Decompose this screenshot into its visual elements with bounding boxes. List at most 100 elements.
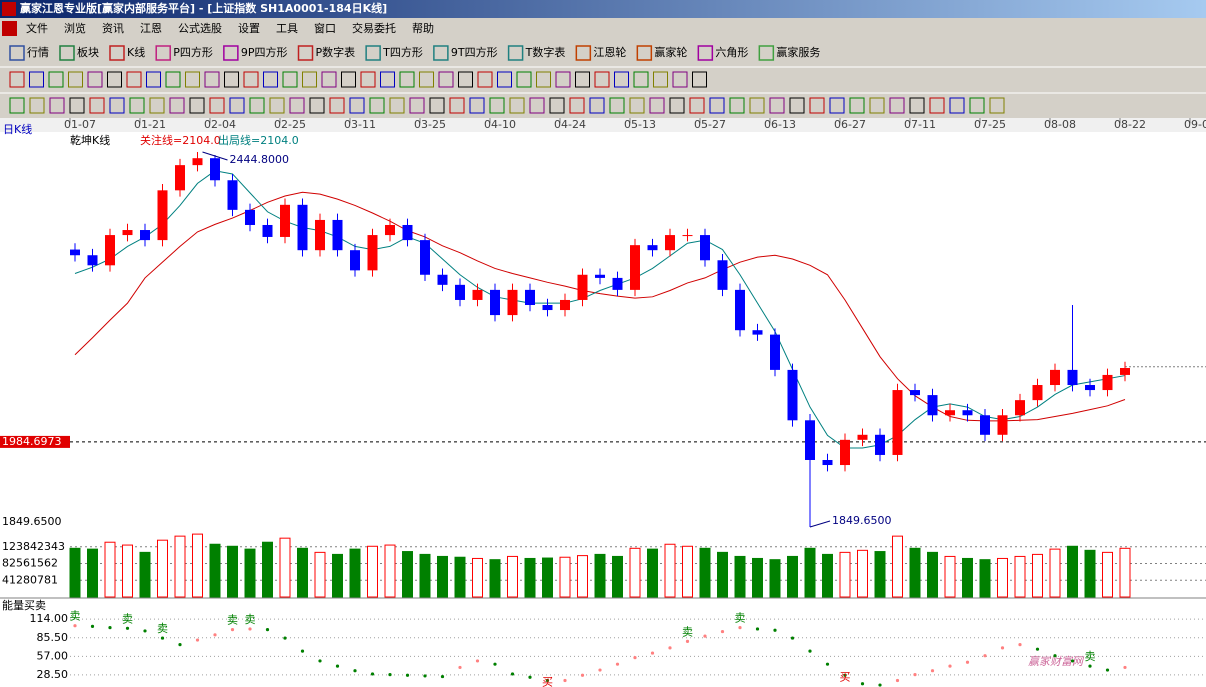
toolbar-icon[interactable] xyxy=(489,97,505,114)
toolbar-icon[interactable] xyxy=(477,71,493,88)
toolbar-icon[interactable] xyxy=(389,97,405,114)
toolbar-icon[interactable] xyxy=(653,71,668,88)
menu-item[interactable]: 交易委托 xyxy=(352,21,396,35)
toolbar-icon[interactable] xyxy=(309,97,325,114)
toolbar-icon[interactable] xyxy=(633,71,649,88)
toolbar-icon[interactable] xyxy=(29,71,44,88)
menu-item[interactable]: 设置 xyxy=(238,22,260,35)
toolbar-button[interactable]: 六角形 xyxy=(715,46,748,59)
toolbar-icon[interactable] xyxy=(949,97,965,114)
toolbar-icon[interactable] xyxy=(204,71,220,88)
toolbar-icon[interactable] xyxy=(629,97,645,114)
toolbar-icon[interactable] xyxy=(107,71,122,88)
toolbar-icon[interactable] xyxy=(129,97,145,114)
toolbar-button[interactable]: 江恩轮 xyxy=(593,45,626,59)
toolbar-icon[interactable] xyxy=(509,97,525,114)
toolbar-icon[interactable] xyxy=(146,71,161,88)
toolbar-icon[interactable] xyxy=(969,97,985,114)
toolbar-icon[interactable] xyxy=(529,97,545,114)
toolbar-icon[interactable] xyxy=(229,97,245,114)
toolbar-icon[interactable] xyxy=(243,71,259,88)
toolbar-icon[interactable] xyxy=(169,97,185,114)
toolbar-button[interactable]: 赢家轮 xyxy=(654,45,687,59)
toolbar-icon[interactable] xyxy=(672,71,688,88)
toolbar-icon[interactable] xyxy=(349,97,365,114)
toolbar-icon[interactable] xyxy=(589,97,605,114)
toolbar-icon[interactable] xyxy=(9,71,25,88)
toolbar-icon[interactable] xyxy=(497,71,512,88)
toolbar-icon[interactable] xyxy=(769,97,785,114)
toolbar-button[interactable]: T四方形 xyxy=(382,45,423,59)
menu-item[interactable]: 江恩 xyxy=(140,22,162,35)
menu-item[interactable]: 资讯 xyxy=(102,22,124,35)
toolbar-button[interactable]: 板块 xyxy=(77,45,99,59)
menu-item[interactable]: 浏览 xyxy=(64,21,86,35)
toolbar-icon[interactable] xyxy=(438,71,454,88)
toolbar-icon[interactable] xyxy=(341,71,356,88)
toolbar-icon[interactable] xyxy=(575,71,590,88)
toolbar-icon[interactable] xyxy=(789,97,805,114)
toolbar-icon[interactable] xyxy=(409,97,425,114)
toolbar-icon[interactable] xyxy=(649,97,665,114)
toolbar-icon[interactable] xyxy=(569,97,585,114)
toolbar-button[interactable]: P四方形 xyxy=(173,45,213,59)
toolbar-icon[interactable] xyxy=(469,97,485,114)
toolbar-icon[interactable] xyxy=(68,71,83,88)
toolbar-icon[interactable] xyxy=(849,97,865,114)
toolbar-icon[interactable] xyxy=(909,97,925,114)
toolbar-icon[interactable] xyxy=(549,97,565,114)
toolbar-icon[interactable] xyxy=(360,71,376,88)
toolbar-icon[interactable] xyxy=(555,71,571,88)
toolbar-icon[interactable] xyxy=(889,97,905,114)
toolbar-icon[interactable] xyxy=(189,97,205,114)
toolbar-icon[interactable] xyxy=(263,71,278,88)
toolbar-icon[interactable] xyxy=(709,97,725,114)
toolbar-icon[interactable] xyxy=(249,97,265,114)
toolbar-icon[interactable] xyxy=(282,71,298,88)
toolbar-icon[interactable] xyxy=(29,97,45,114)
toolbar-button[interactable]: 9P四方形 xyxy=(241,45,288,59)
menu-item[interactable]: 文件 xyxy=(26,21,48,35)
toolbar-icon[interactable] xyxy=(689,97,705,114)
toolbar-icon[interactable] xyxy=(87,71,103,88)
toolbar-icon[interactable] xyxy=(48,71,64,88)
toolbar-icon[interactable] xyxy=(109,97,125,114)
toolbar-icon[interactable] xyxy=(419,71,434,88)
toolbar-icon[interactable] xyxy=(321,71,337,88)
toolbar-button[interactable]: T数字表 xyxy=(525,45,566,59)
toolbar-icon[interactable] xyxy=(302,71,317,88)
toolbar-icon[interactable] xyxy=(89,97,105,114)
toolbar-icon[interactable] xyxy=(224,71,239,88)
toolbar-button[interactable]: 赢家服务 xyxy=(776,45,820,59)
toolbar-icon[interactable] xyxy=(165,71,181,88)
toolbar-icon[interactable] xyxy=(49,97,65,114)
toolbar-icon[interactable] xyxy=(536,71,551,88)
toolbar-icon[interactable] xyxy=(399,71,415,88)
toolbar-icon[interactable] xyxy=(809,97,825,114)
toolbar-icon[interactable] xyxy=(269,97,285,114)
toolbar-icon[interactable] xyxy=(516,71,532,88)
toolbar-icon[interactable] xyxy=(329,97,345,114)
toolbar-icon[interactable] xyxy=(369,97,385,114)
menu-item[interactable]: 工具 xyxy=(276,22,298,35)
toolbar-icon[interactable] xyxy=(869,97,885,114)
toolbar-icon[interactable] xyxy=(669,97,685,114)
toolbar-icon[interactable] xyxy=(458,71,473,88)
toolbar-icon[interactable] xyxy=(126,71,142,88)
toolbar-icon[interactable] xyxy=(749,97,765,114)
toolbar-icon[interactable] xyxy=(729,97,745,114)
toolbar-icon[interactable] xyxy=(692,71,707,88)
menu-item[interactable]: 帮助 xyxy=(412,21,434,35)
toolbar-button[interactable]: 9T四方形 xyxy=(451,45,498,59)
toolbar-button[interactable]: 行情 xyxy=(27,46,49,59)
toolbar-icon[interactable] xyxy=(449,97,465,114)
toolbar-icon[interactable] xyxy=(149,97,165,114)
toolbar-icon[interactable] xyxy=(209,97,225,114)
toolbar-icon[interactable] xyxy=(9,97,25,114)
toolbar-button[interactable]: P数字表 xyxy=(316,45,356,59)
toolbar-icon[interactable] xyxy=(929,97,945,114)
toolbar-icon[interactable] xyxy=(989,97,1005,114)
menu-item[interactable]: 公式选股 xyxy=(178,22,222,35)
toolbar-icon[interactable] xyxy=(594,71,610,88)
toolbar-icon[interactable] xyxy=(429,97,445,114)
